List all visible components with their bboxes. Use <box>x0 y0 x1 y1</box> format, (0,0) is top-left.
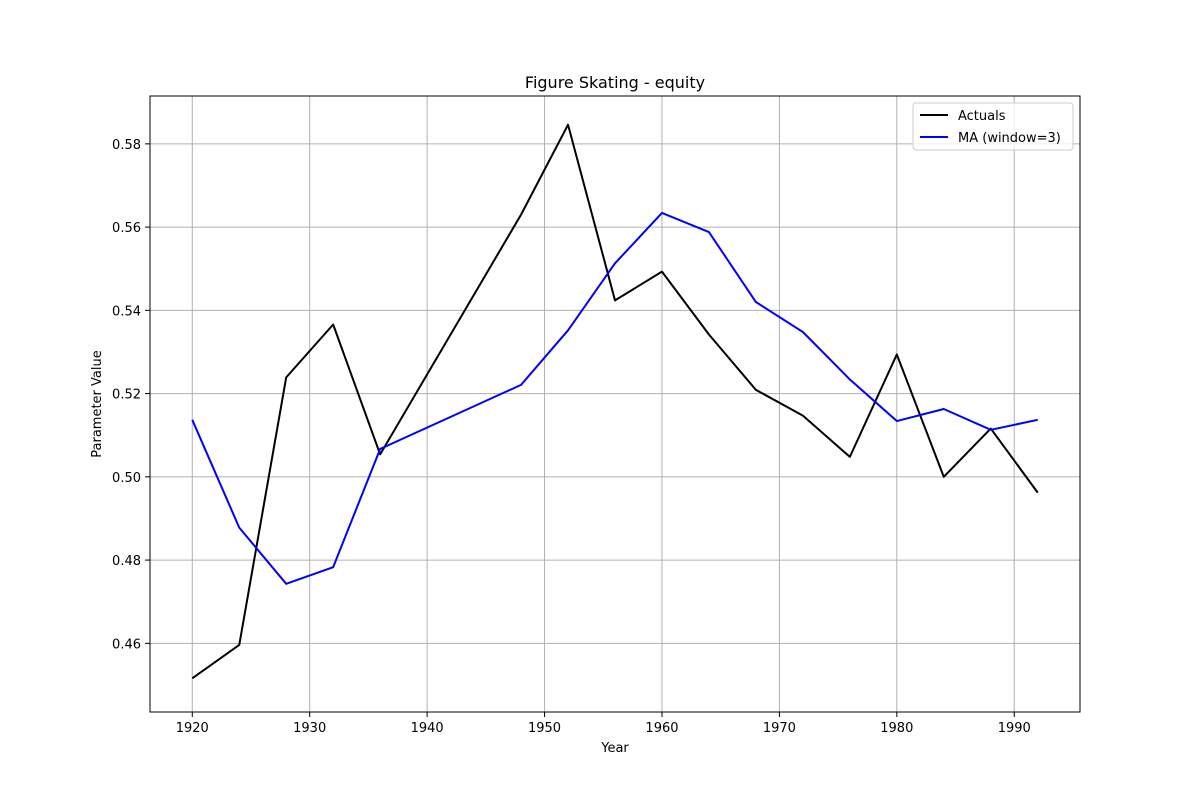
y-tick-label: 0.58 <box>112 138 141 153</box>
x-tick-label: 1950 <box>528 721 561 736</box>
x-tick-label: 1980 <box>880 721 913 736</box>
axis-ticks: 1920 1930 1940 1950 1960 1970 1980 1990 0.46 0.48… <box>112 138 1031 736</box>
grid <box>150 96 1080 712</box>
y-tick-label: 0.54 <box>112 304 141 319</box>
x-tick-label: 1990 <box>998 721 1031 736</box>
y-tick-label: 0.50 <box>112 471 141 486</box>
x-tick-label: 1970 <box>763 721 796 736</box>
legend-label-ma: MA (window=3) <box>958 131 1061 146</box>
legend: Actuals MA (window=3) <box>912 102 1074 151</box>
series-line-moving-average <box>191 211 1038 585</box>
x-tick-label: 1920 <box>176 721 209 736</box>
chart-title: Figure Skating - equity <box>525 73 705 92</box>
x-tick-label: 1940 <box>411 721 444 736</box>
x-tick-label: 1960 <box>645 721 678 736</box>
y-tick-label: 0.56 <box>112 221 141 236</box>
y-axis-label: Parameter Value <box>90 350 105 457</box>
series-lines <box>191 123 1039 680</box>
y-tick-label: 0.52 <box>112 388 141 403</box>
y-tick-label: 0.48 <box>112 554 141 569</box>
x-tick-label: 1930 <box>293 721 326 736</box>
y-tick-label: 0.46 <box>112 637 141 652</box>
legend-box <box>912 102 1074 151</box>
legend-label-actuals: Actuals <box>958 109 1006 124</box>
series-line-actuals <box>191 123 1039 680</box>
x-axis-label: Year <box>600 741 629 756</box>
plot-frame <box>149 95 1081 713</box>
